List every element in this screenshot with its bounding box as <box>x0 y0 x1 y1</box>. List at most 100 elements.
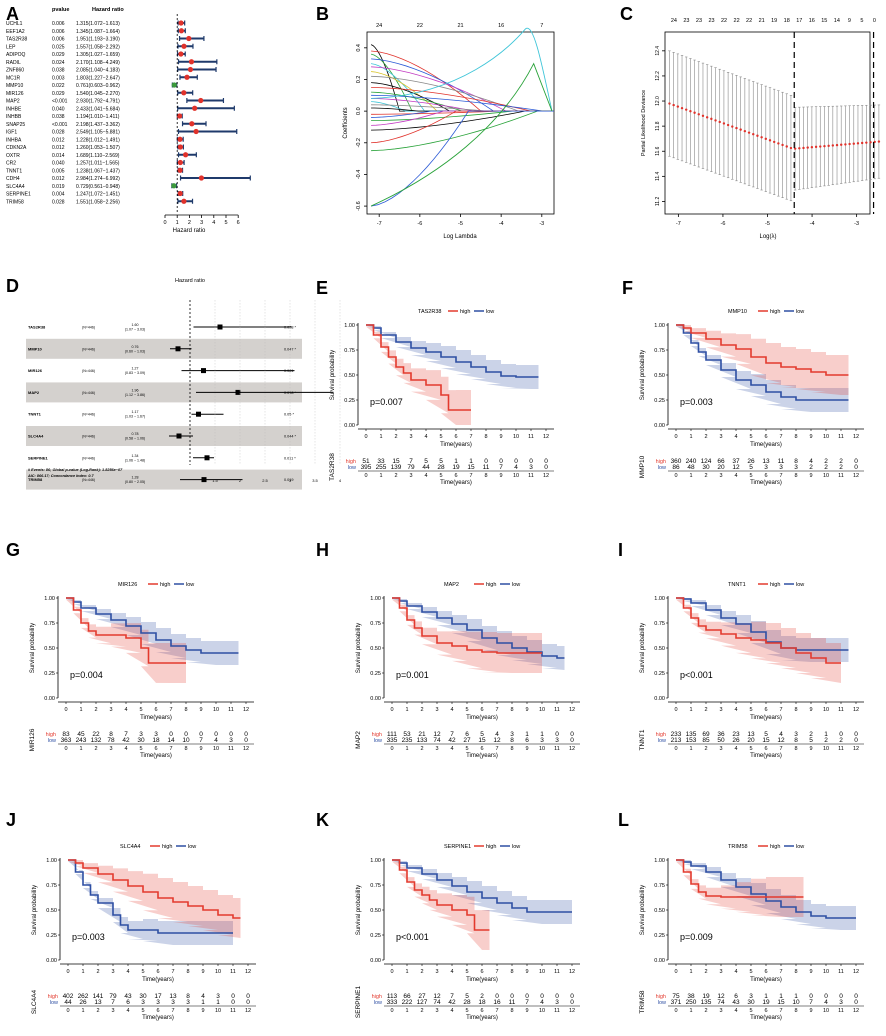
forest-d-ci-label: (1.03 − 1.67) <box>125 415 145 419</box>
cv-c-top-tick-label: 9 <box>848 18 851 24</box>
forest-d-gene-label: MMP10 <box>28 346 43 351</box>
km-risk-table-label: TRIM58 <box>639 990 646 1014</box>
km-y-tick-label: 0.75 <box>654 883 665 889</box>
km-y-tick-label: 0.00 <box>654 958 665 964</box>
forest-a-hr-text: 1.228(1.012−1.491) <box>76 137 120 143</box>
km-risk-low-label: low <box>374 1000 382 1006</box>
km-risk-x-label: Time(years) <box>466 753 498 759</box>
km-risk-x-tick-label: 5 <box>465 1008 468 1014</box>
km-x-tick-label: 3 <box>111 969 114 975</box>
km-risk-x-tick-label: 12 <box>853 473 859 479</box>
lasso-b-y-tick-label: -0.6 <box>356 201 362 210</box>
cv-c-mean-point <box>806 146 809 149</box>
km-risk-high-count: 4 <box>809 458 813 465</box>
cv-c-mean-point <box>848 142 851 146</box>
forest-a-hr-point <box>181 43 187 49</box>
km-risk-low-count: 2 <box>824 737 828 744</box>
forest-a-x-tick-label: 3 <box>200 220 203 226</box>
panel-label-i: I <box>618 540 623 560</box>
km-risk-x-tick-label: 9 <box>809 473 812 479</box>
cv-c-mean-point <box>768 139 772 142</box>
forest-a-hr-point <box>171 183 177 189</box>
forest-d-x-tick-label: 1.5 <box>212 478 218 483</box>
km-x-tick-label: 7 <box>779 707 782 713</box>
cv-c-x-tick-label: -6 <box>720 221 725 227</box>
km-risk-x-tick-label: 5 <box>749 1008 752 1014</box>
km-x-tick-label: 8 <box>186 969 189 975</box>
km-risk-low-count: 27 <box>463 737 471 744</box>
km-risk-high-count: 5 <box>424 458 428 465</box>
km-risk-low-count: 15 <box>777 999 785 1006</box>
km-risk-high-count: 53 <box>403 731 411 738</box>
km-y-tick-label: 0.50 <box>654 908 665 914</box>
km-risk-high-count: 13 <box>169 993 177 1000</box>
km-risk-high-count: 4 <box>201 993 205 1000</box>
cv-c-mean-point <box>693 111 696 114</box>
km-risk-low-count: 42 <box>448 999 456 1006</box>
km-x-tick-label: 4 <box>126 969 129 975</box>
km-risk-x-label: Time(years) <box>466 1015 498 1021</box>
forest-a-pvalue: 0.006 <box>52 21 65 27</box>
forest-a-gene-label: IGF1 <box>6 130 17 136</box>
forest-a-hr-point <box>177 190 183 197</box>
forest-a-pvalue: 0.038 <box>52 68 65 74</box>
km-x-tick-label: 9 <box>809 707 812 713</box>
forest-a-gene-label: MIR126 <box>6 91 24 97</box>
km-x-tick-label: 3 <box>435 707 438 713</box>
km-risk-high-count: 113 <box>387 993 398 1000</box>
km-risk-low-count: 4 <box>540 999 544 1006</box>
km-risk-x-tick-label: 2 <box>704 1008 707 1014</box>
lasso-b-ylabel: Coefficients <box>343 107 349 138</box>
km-risk-low-count: 127 <box>417 999 428 1006</box>
forest-a-hr-text: 2.433(1.041−5.684) <box>76 106 120 112</box>
km-x-tick-label: 7 <box>779 434 782 440</box>
km-x-tick-label: 11 <box>838 707 844 713</box>
km-x-tick-label: 0 <box>390 969 393 975</box>
km-legend-high: high <box>162 844 172 850</box>
km-x-tick-label: 2 <box>704 707 707 713</box>
km-pvalue: p<0.001 <box>680 670 713 680</box>
km-risk-x-tick-label: 12 <box>853 1008 859 1014</box>
km-x-tick-label: 8 <box>510 707 513 713</box>
km-survival-curve <box>676 324 849 401</box>
forest-a-col-hr: Hazard ratio <box>92 7 124 13</box>
cv-c-top-tick-label: 16 <box>809 18 815 24</box>
km-risk-x-tick-label: 9 <box>809 1008 812 1014</box>
km-risk-low-count: 15 <box>467 464 475 471</box>
km-risk-high-count: 3 <box>139 731 143 738</box>
forest-a-gene-label: OXTR <box>6 153 20 159</box>
km-risk-high-label: high <box>372 732 382 738</box>
km-x-tick-label: 3 <box>109 707 112 713</box>
km-legend-low: low <box>188 844 196 850</box>
km-x-tick-label: 5 <box>141 969 144 975</box>
lasso-b-coef-path <box>371 104 554 112</box>
km-risk-high-count: 12 <box>433 731 441 738</box>
km-x-tick-label: 0 <box>674 707 677 713</box>
panel-label-c: C <box>620 4 633 24</box>
cv-c-mean-point <box>718 120 721 124</box>
forest-a-x-tick-label: 1 <box>176 220 179 226</box>
km-risk-x-tick-label: 7 <box>779 473 782 479</box>
km-x-tick-label: 9 <box>525 969 528 975</box>
km-risk-high-count: 0 <box>495 993 499 1000</box>
km-risk-x-tick-label: 2 <box>420 746 423 752</box>
km-y-tick-label: 1.00 <box>44 596 55 602</box>
km-risk-high-count: 0 <box>809 993 813 1000</box>
km-risk-x-tick-label: 0 <box>66 1008 69 1014</box>
km-risk-low-count: 4 <box>514 464 518 471</box>
km-risk-x-tick-label: 7 <box>495 746 498 752</box>
cv-c-x-tick-label: -7 <box>676 221 681 227</box>
km-risk-x-tick-label: 12 <box>543 473 549 479</box>
km-pvalue: p<0.001 <box>396 932 429 942</box>
forest-a-pvalue: 0.040 <box>52 106 65 112</box>
km-risk-high-count: 4 <box>779 731 783 738</box>
lasso-b-top-tick-label: 24 <box>376 23 382 29</box>
km-risk-high-count: 11 <box>778 458 785 465</box>
km-risk-high-count: 4 <box>495 731 499 738</box>
km-risk-low-count: 20 <box>717 464 725 471</box>
forest-a-hr-point <box>198 175 205 181</box>
lasso-b-top-tick-label: 7 <box>540 23 543 29</box>
cv-c-mean-point <box>743 129 747 133</box>
